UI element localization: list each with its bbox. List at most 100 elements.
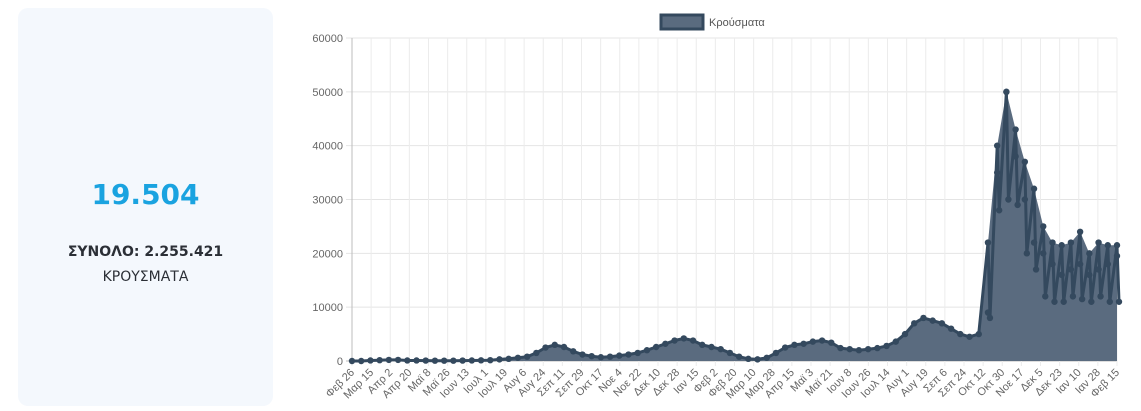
summary-card: 19.504 ΣΥΝΟΛΟ: 2.255.421 ΚΡΟΥΣΜΑΤΑ — [18, 8, 273, 406]
data-point — [1023, 250, 1031, 257]
data-point — [652, 343, 660, 351]
data-point — [505, 355, 512, 363]
data-point — [1095, 266, 1102, 273]
data-point — [984, 239, 992, 246]
data-point — [791, 341, 798, 349]
daily-cases-number: 19.504 — [91, 178, 200, 211]
data-point — [1005, 196, 1012, 203]
data-point — [689, 337, 697, 344]
data-point — [975, 330, 982, 338]
data-point — [1104, 260, 1111, 268]
data-point — [1115, 298, 1123, 305]
data-point — [570, 348, 577, 355]
y-tick-label: 60000 — [312, 33, 343, 45]
data-point — [385, 356, 393, 364]
data-point — [625, 351, 632, 358]
data-point — [883, 342, 890, 350]
data-point — [606, 353, 614, 360]
data-point — [1058, 271, 1065, 279]
data-point — [818, 337, 826, 344]
data-point — [947, 325, 955, 332]
data-point — [1012, 126, 1019, 133]
cases-word-label: ΚΡΟΥΣΜΑΤΑ — [102, 269, 189, 285]
data-point — [551, 341, 558, 349]
data-point — [487, 356, 494, 364]
data-point — [1113, 252, 1121, 260]
data-point — [413, 357, 420, 364]
data-point — [1078, 295, 1086, 303]
data-point — [588, 352, 595, 360]
data-point — [597, 354, 605, 361]
data-point — [477, 357, 485, 364]
data-point — [1058, 242, 1065, 249]
data-point — [929, 317, 936, 324]
data-point — [358, 357, 365, 365]
data-point — [1104, 242, 1111, 249]
data-point — [717, 345, 724, 353]
data-point — [984, 309, 992, 316]
data-point — [367, 357, 374, 364]
data-point — [394, 356, 402, 364]
data-point — [1003, 88, 1010, 96]
data-point — [560, 343, 568, 351]
data-point — [431, 357, 439, 364]
data-point — [1076, 260, 1084, 268]
data-point — [1067, 239, 1075, 246]
data-point — [440, 357, 448, 364]
data-point — [763, 354, 770, 361]
data-point — [376, 356, 383, 364]
data-point — [579, 351, 586, 358]
data-point — [459, 357, 466, 364]
data-point — [1086, 271, 1093, 279]
data-point — [680, 335, 688, 342]
data-point — [1014, 201, 1021, 209]
y-tick-label: 30000 — [312, 195, 343, 207]
data-point — [809, 338, 817, 345]
data-point — [911, 320, 918, 327]
data-point — [837, 344, 844, 352]
data-point — [938, 320, 946, 327]
data-point — [754, 356, 761, 363]
data-point — [1088, 298, 1095, 305]
data-point — [1040, 223, 1047, 230]
data-point — [1032, 266, 1040, 273]
data-point — [966, 333, 973, 340]
data-point — [855, 347, 863, 354]
data-point — [901, 330, 909, 338]
data-point — [726, 349, 734, 357]
data-point — [1040, 250, 1047, 257]
data-point — [957, 330, 964, 338]
data-point — [533, 349, 540, 357]
data-point — [1012, 153, 1019, 160]
data-point — [348, 357, 356, 365]
data-point — [662, 340, 669, 347]
data-point — [1030, 239, 1038, 246]
data-point — [745, 355, 752, 363]
data-point — [864, 345, 872, 353]
data-point — [616, 352, 623, 359]
data-point — [781, 344, 789, 351]
legend-label: Κρούσματα — [709, 17, 765, 29]
y-tick-label: 40000 — [312, 141, 343, 153]
data-point — [1042, 293, 1049, 300]
data-point — [450, 357, 457, 364]
data-point — [1049, 239, 1056, 246]
data-point — [800, 340, 807, 347]
data-point — [468, 357, 476, 364]
y-tick-label: 10000 — [312, 302, 343, 314]
data-point — [892, 338, 899, 345]
data-point — [772, 349, 780, 357]
data-point — [995, 207, 1003, 214]
y-tick-label: 20000 — [312, 248, 343, 260]
y-tick-label: 0 — [337, 356, 343, 368]
data-point — [1113, 242, 1121, 249]
data-point — [643, 347, 651, 354]
data-point — [699, 341, 706, 349]
data-point — [1067, 266, 1075, 273]
data-point — [671, 337, 678, 344]
data-point — [993, 142, 1001, 149]
data-point — [1076, 228, 1084, 235]
data-point — [542, 344, 549, 351]
data-point — [1049, 260, 1056, 268]
data-point — [634, 349, 641, 357]
